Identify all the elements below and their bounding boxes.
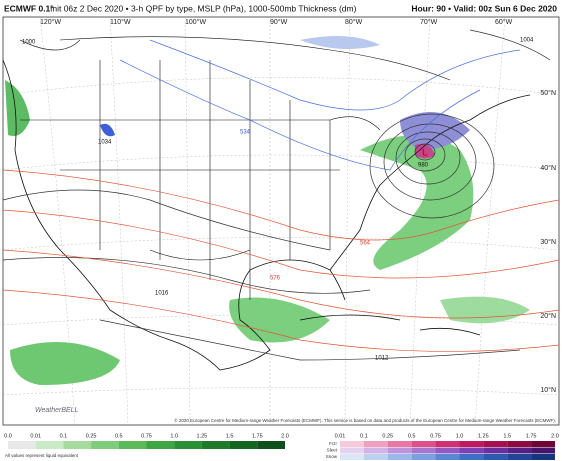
- legend-tick: 0.5: [115, 433, 123, 439]
- legend-tick: 2.0: [281, 433, 289, 439]
- lat-label: 20°N: [540, 312, 556, 320]
- legend-swatch: [411, 454, 436, 460]
- legend-tick: 0.75: [141, 433, 152, 439]
- legend-swatch: [8, 441, 36, 449]
- header-bar: [0, 0, 562, 17]
- islands: [299, 269, 481, 336]
- legend-tick: 0.01: [30, 433, 41, 439]
- precipitation: [5, 36, 530, 385]
- legend-swatch: [363, 441, 388, 447]
- legend-tick: 0.01: [335, 433, 346, 439]
- legend-swatch: [483, 441, 508, 447]
- legend-tick: 0.5: [408, 433, 416, 439]
- legend-tick: 0.75: [430, 433, 441, 439]
- legend-swatch: [507, 454, 532, 460]
- legend-swatch: [459, 454, 484, 460]
- legend-swatch: [340, 441, 364, 447]
- map: L 120°W 110°W 100°W 90°W 80°W 70°W 60°W …: [2, 16, 560, 426]
- legend-tick: 1.25: [478, 433, 489, 439]
- legend-tick: 1.75: [526, 433, 537, 439]
- legend-swatch: [118, 441, 147, 449]
- legend-swatch: [411, 441, 436, 447]
- legend-swatch: [340, 454, 364, 460]
- legend-tick: 1.0: [456, 433, 464, 439]
- legend-swatch: [340, 447, 364, 454]
- lon-label: 100°W: [185, 18, 206, 26]
- type-label: Snow: [326, 454, 338, 459]
- copyright: © 2020 European Centre for Medium-range …: [174, 417, 556, 423]
- legend-tick: 1.25: [197, 433, 208, 439]
- lat-label: 40°N: [540, 164, 556, 172]
- thickness-label: 576: [270, 276, 281, 282]
- rain-legend: 0.0 0.01 0.1 0.25 0.5 0.75 1.0 1.25 1.5 1.75 2.0: [4, 433, 289, 449]
- lat-label: 30°N: [540, 238, 556, 246]
- pressure-label: 1004: [520, 38, 534, 44]
- legend-tick: 1.75: [252, 433, 263, 439]
- pressure-label: 1034: [98, 140, 112, 146]
- legend-swatch: [229, 441, 258, 449]
- pressure-label: 1012: [375, 356, 389, 362]
- legend-tick: 1.5: [503, 433, 511, 439]
- legend-swatch: [363, 454, 388, 460]
- legend-swatch: [483, 454, 508, 460]
- low-marker: L: [422, 147, 428, 157]
- legend-tick: 0.25: [86, 433, 97, 439]
- valid-time: Hour: 90 • Valid: 00z Sun 6 Dec 2020: [411, 3, 557, 13]
- legend-swatch: [435, 454, 460, 460]
- state-borders: [20, 36, 451, 300]
- legend-swatch: [483, 447, 508, 454]
- legend-swatch: [435, 441, 460, 447]
- legend-swatch: [363, 447, 388, 454]
- legend-swatch: [531, 447, 555, 454]
- logo: WeatherBELL: [35, 407, 79, 414]
- lat-label: 10°N: [540, 386, 556, 394]
- legend-swatch: [507, 447, 532, 454]
- legend-swatch: [35, 441, 64, 449]
- lon-label: 110°W: [110, 18, 131, 26]
- legend-swatch: [459, 441, 484, 447]
- legend-swatch: [411, 447, 436, 454]
- legend-swatch: [146, 441, 175, 449]
- lon-label: 60°W: [495, 18, 513, 26]
- lon-label: 90°W: [270, 18, 288, 26]
- legend-tick: 0.1: [60, 433, 68, 439]
- legend-swatch: [459, 447, 484, 454]
- type-label: Sleet: [327, 448, 338, 453]
- legend-tick: 1.0: [170, 433, 178, 439]
- legend-swatch: [531, 441, 555, 447]
- lon-label: 70°W: [420, 18, 438, 26]
- legend-swatch: [531, 454, 555, 460]
- thickness-label: 564: [360, 241, 371, 247]
- legend-tick: 0.25: [382, 433, 393, 439]
- legend-swatch: [257, 441, 285, 449]
- lon-label: 80°W: [345, 18, 363, 26]
- legend-tick: 0.1: [360, 433, 368, 439]
- legend-swatch: [387, 454, 412, 460]
- legend-swatch: [63, 441, 92, 449]
- lon-label: 120°W: [40, 18, 61, 26]
- legend-tick: 2.0: [551, 433, 559, 439]
- legend-note: All values represent liquid equivalent: [5, 453, 79, 458]
- pressure-label: 980: [418, 163, 429, 169]
- coastline: [2, 59, 531, 371]
- legend-swatch: [387, 447, 412, 454]
- legend-tick: 1.5: [226, 433, 234, 439]
- legend-swatch: [91, 441, 119, 449]
- pressure-label: 1016: [155, 291, 169, 297]
- legend-swatch: [387, 441, 412, 447]
- header-title: Init 06z 2 Dec 2020 • 3-h QPF by type, M…: [50, 3, 357, 13]
- model-name: ECMWF 0.1°: [4, 3, 54, 13]
- thickness-label: 534: [240, 130, 251, 136]
- legend-swatch: [507, 441, 532, 447]
- thickness-contours: [2, 39, 560, 352]
- pressure-label: 1000: [22, 40, 36, 46]
- type-label: Frzr: [329, 441, 337, 446]
- legend-swatch: [201, 441, 230, 449]
- legend-tick: 0.0: [4, 433, 12, 439]
- legend-swatch: [174, 441, 202, 449]
- lat-label: 50°N: [540, 89, 556, 97]
- legend-swatch: [435, 447, 460, 454]
